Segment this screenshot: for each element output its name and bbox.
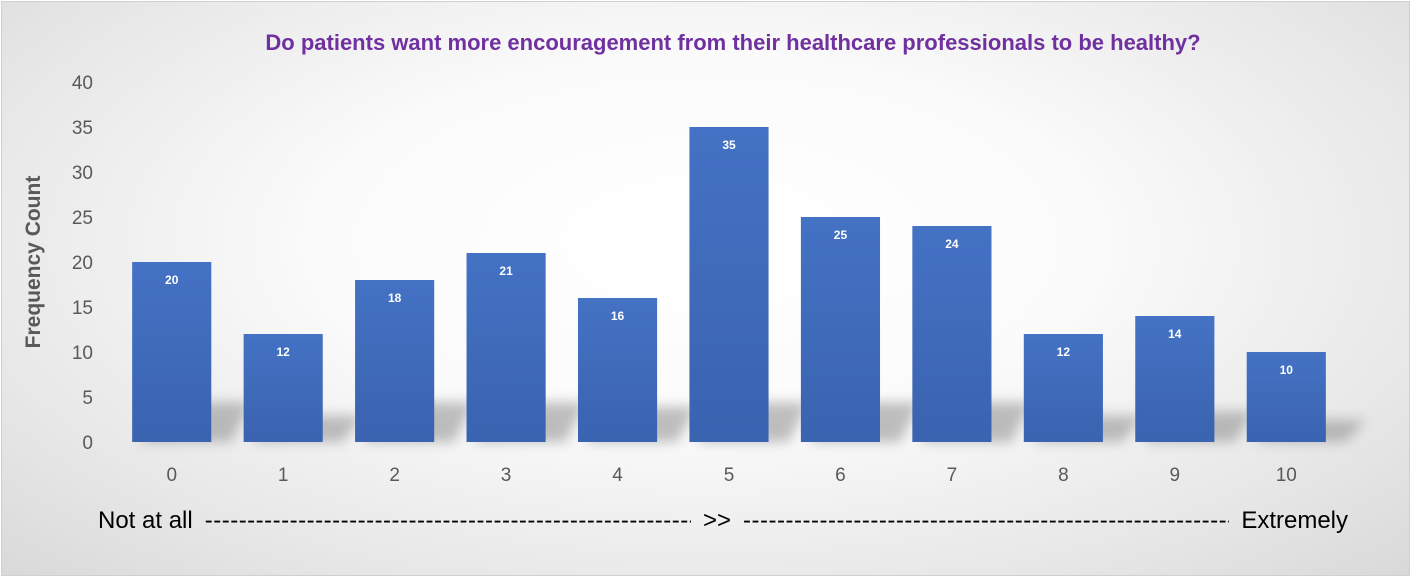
y-tick-label: 35 [72, 118, 93, 139]
data-label: 12 [1057, 345, 1071, 359]
scale-dash-line: ----------------------------------------… [204, 507, 691, 534]
bar [355, 280, 435, 442]
scale-middle-marker: >> [703, 507, 732, 534]
y-axis-ticks: 0 5 10 15 20 25 30 35 40 [72, 73, 93, 454]
chart-title: Do patients want more encouragement from… [265, 30, 1201, 55]
bar [132, 262, 212, 442]
bar [1135, 316, 1215, 442]
data-label: 14 [1168, 327, 1182, 341]
bar [577, 298, 658, 442]
x-tick-label: 6 [835, 465, 846, 486]
x-tick-label: 1 [278, 465, 289, 486]
y-tick-label: 20 [72, 253, 93, 274]
x-tick-label: 5 [724, 465, 735, 486]
x-tick-label: 7 [947, 465, 958, 486]
bar [912, 226, 992, 442]
data-label: 21 [499, 264, 513, 278]
bar [1246, 352, 1326, 442]
data-label: 10 [1280, 363, 1294, 377]
x-tick-label: 8 [1058, 465, 1069, 486]
y-tick-label: 10 [72, 343, 93, 364]
data-label: 35 [722, 138, 736, 152]
y-tick-label: 30 [72, 163, 93, 184]
bar [1023, 334, 1103, 442]
data-label: 16 [611, 309, 625, 323]
data-label: 20 [165, 273, 179, 287]
y-tick-label: 5 [82, 388, 93, 409]
bar [689, 127, 769, 442]
scale-dash-arrow: ----------------------------------------… [743, 507, 1229, 534]
data-label: 18 [388, 291, 402, 305]
bars: 20 12 18 21 16 35 25 24 12 14 10 [132, 127, 1326, 442]
scale-annotation: Not at all -----------------------------… [98, 507, 1348, 535]
x-tick-label: 0 [166, 465, 177, 486]
x-tick-label: 9 [1170, 465, 1181, 486]
y-tick-label: 0 [82, 433, 93, 454]
y-tick-label: 15 [72, 298, 93, 319]
x-axis-ticks: 0 1 2 3 4 5 6 7 8 9 10 [166, 465, 1296, 486]
x-tick-label: 3 [501, 465, 512, 486]
bar [800, 217, 881, 442]
scale-right-label: Extremely [1241, 507, 1348, 534]
bar [466, 253, 546, 442]
data-label: 24 [945, 237, 959, 251]
x-tick-label: 2 [389, 465, 400, 486]
x-tick-label: 10 [1276, 465, 1297, 486]
y-tick-label: 40 [72, 73, 93, 94]
bar [243, 334, 323, 442]
x-tick-label: 4 [612, 465, 623, 486]
data-label: 25 [834, 228, 848, 242]
data-label: 12 [277, 345, 291, 359]
y-tick-label: 25 [72, 208, 93, 229]
scale-left-label: Not at all [98, 507, 193, 534]
